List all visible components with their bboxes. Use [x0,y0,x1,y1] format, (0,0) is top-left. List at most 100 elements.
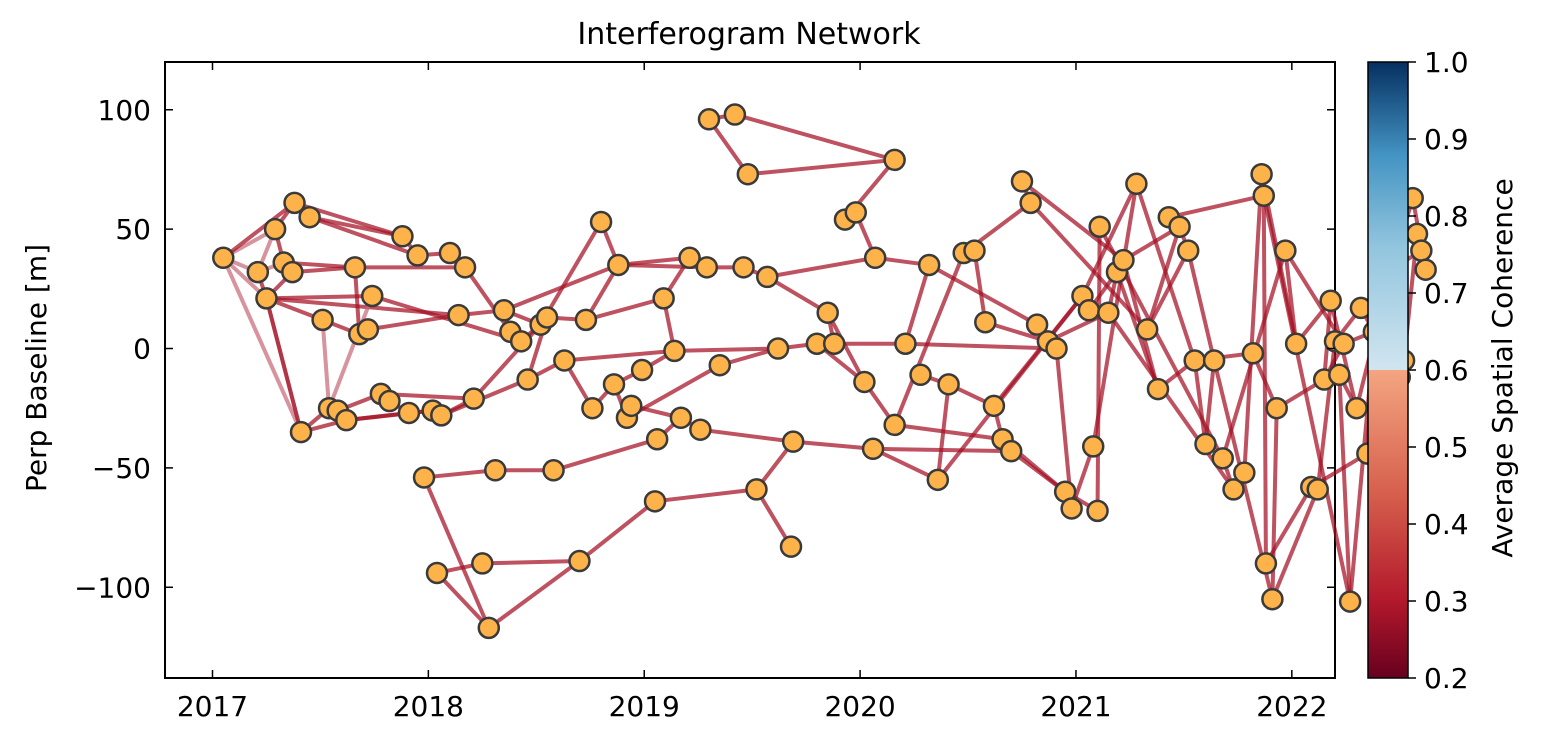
acquisition-point [766,337,790,360]
acquisition-point [1202,349,1226,372]
interferogram-edge [1270,487,1320,602]
acquisition-point [1146,377,1170,401]
acquisition-point [678,246,701,270]
interferogram-edge [486,559,582,630]
interferogram-edge [264,296,303,435]
acquisition-point [645,427,669,451]
acquisition-point [697,108,721,131]
acquisition-point [281,260,304,284]
interferogram-edge [1261,193,1268,566]
acquisition-point [1194,432,1217,456]
network-edges [221,112,1428,630]
acquisition-point [1112,248,1135,272]
acquisition-point [695,256,719,279]
acquisition-point [917,253,941,277]
interferogram-edge [422,475,491,630]
acquisition-point [1233,461,1256,484]
interferogram-edge [1192,358,1208,447]
acquisition-point [822,332,846,355]
x-axis: 2017 2018 2019 2020 2021 2022 [177,62,1327,723]
interferogram-edge [991,293,1085,408]
interferogram-edge [1337,372,1353,604]
acquisition-point [1328,363,1351,387]
interferogram-edge [653,487,759,504]
acquisition-point [568,549,591,573]
acquisition-point [1414,258,1437,281]
acquisition-point [509,330,533,353]
y-tick-label: 100 [98,94,151,127]
acquisition-point [1211,447,1234,470]
acquisition-point [1410,239,1433,262]
interferogram-edge [972,248,988,325]
interferogram-edge [577,499,658,564]
acquisition-point [607,253,630,277]
chart-title: Interferogram Network [577,17,921,52]
colorbar-tick-label: 0.7 [1424,277,1469,310]
acquisition-point [298,205,321,229]
acquisition-point [471,552,494,575]
colorbar-tick-label: 0.9 [1424,123,1469,156]
interferogram-edge [903,262,932,346]
interferogram-edge [327,293,375,411]
interferogram-edge [698,427,796,444]
y-tick-label: 0 [133,333,151,366]
interferogram-edge [1261,193,1353,604]
acquisition-point [453,256,477,279]
acquisition-point [574,308,598,332]
acquisition-point [438,241,462,265]
acquisition-point [756,265,779,289]
interferogram-edge [551,437,660,473]
acquisition-point [1254,552,1278,575]
acquisition-point [1274,239,1297,262]
plot-area-frame [164,61,1336,679]
acquisition-point [484,459,507,482]
interferogram-edge [892,422,1005,442]
acquisition-point [1097,301,1120,324]
acquisition-point [283,191,306,215]
acquisition-point [1086,499,1109,523]
acquisition-point [1183,349,1206,372]
acquisition-point [397,401,421,425]
interferogram-edge [1009,449,1068,494]
acquisition-point [1081,435,1105,458]
interferogram-edge [1283,248,1346,346]
colorbar-tick-label: 0.3 [1424,585,1469,618]
interferogram-edge [935,382,951,482]
acquisition-point [492,299,516,322]
acquisition-point [974,310,997,334]
interferogram-edge [903,341,1059,351]
acquisition-point [1019,191,1042,215]
acquisition-point [732,256,755,279]
acquisition-point [391,225,414,248]
acquisition-point [663,339,686,363]
interferogram-edge [1186,248,1217,363]
acquisition-point [909,363,932,387]
acquisition-point [894,332,917,355]
acquisition-point [963,239,986,262]
acquisition-point [781,430,805,453]
acquisition-point [535,306,559,329]
acquisition-point [462,387,485,410]
acquisition-point [1025,313,1049,336]
x-tick-label: 2017 [177,690,248,723]
acquisition-point [630,358,654,382]
acquisition-point [516,368,539,391]
interferogram-edge [307,215,405,239]
interferogram-edge [1166,193,1266,220]
acquisition-point [360,284,384,308]
acquisition-point [263,217,287,241]
network-nodes [212,103,1437,640]
acquisition-point [1135,318,1159,341]
interferogram-edge [221,255,303,435]
colorbar-tick-label: 0.5 [1424,431,1469,464]
interferogram-edge [825,310,867,384]
acquisition-point [1265,396,1288,420]
acquisition-point [1176,239,1200,262]
acquisition-point [883,148,906,172]
acquisition-point [669,406,693,430]
acquisition-point [430,404,453,427]
acquisition-point [816,301,839,324]
acquisition-point [853,370,876,394]
acquisition-point [406,244,429,267]
